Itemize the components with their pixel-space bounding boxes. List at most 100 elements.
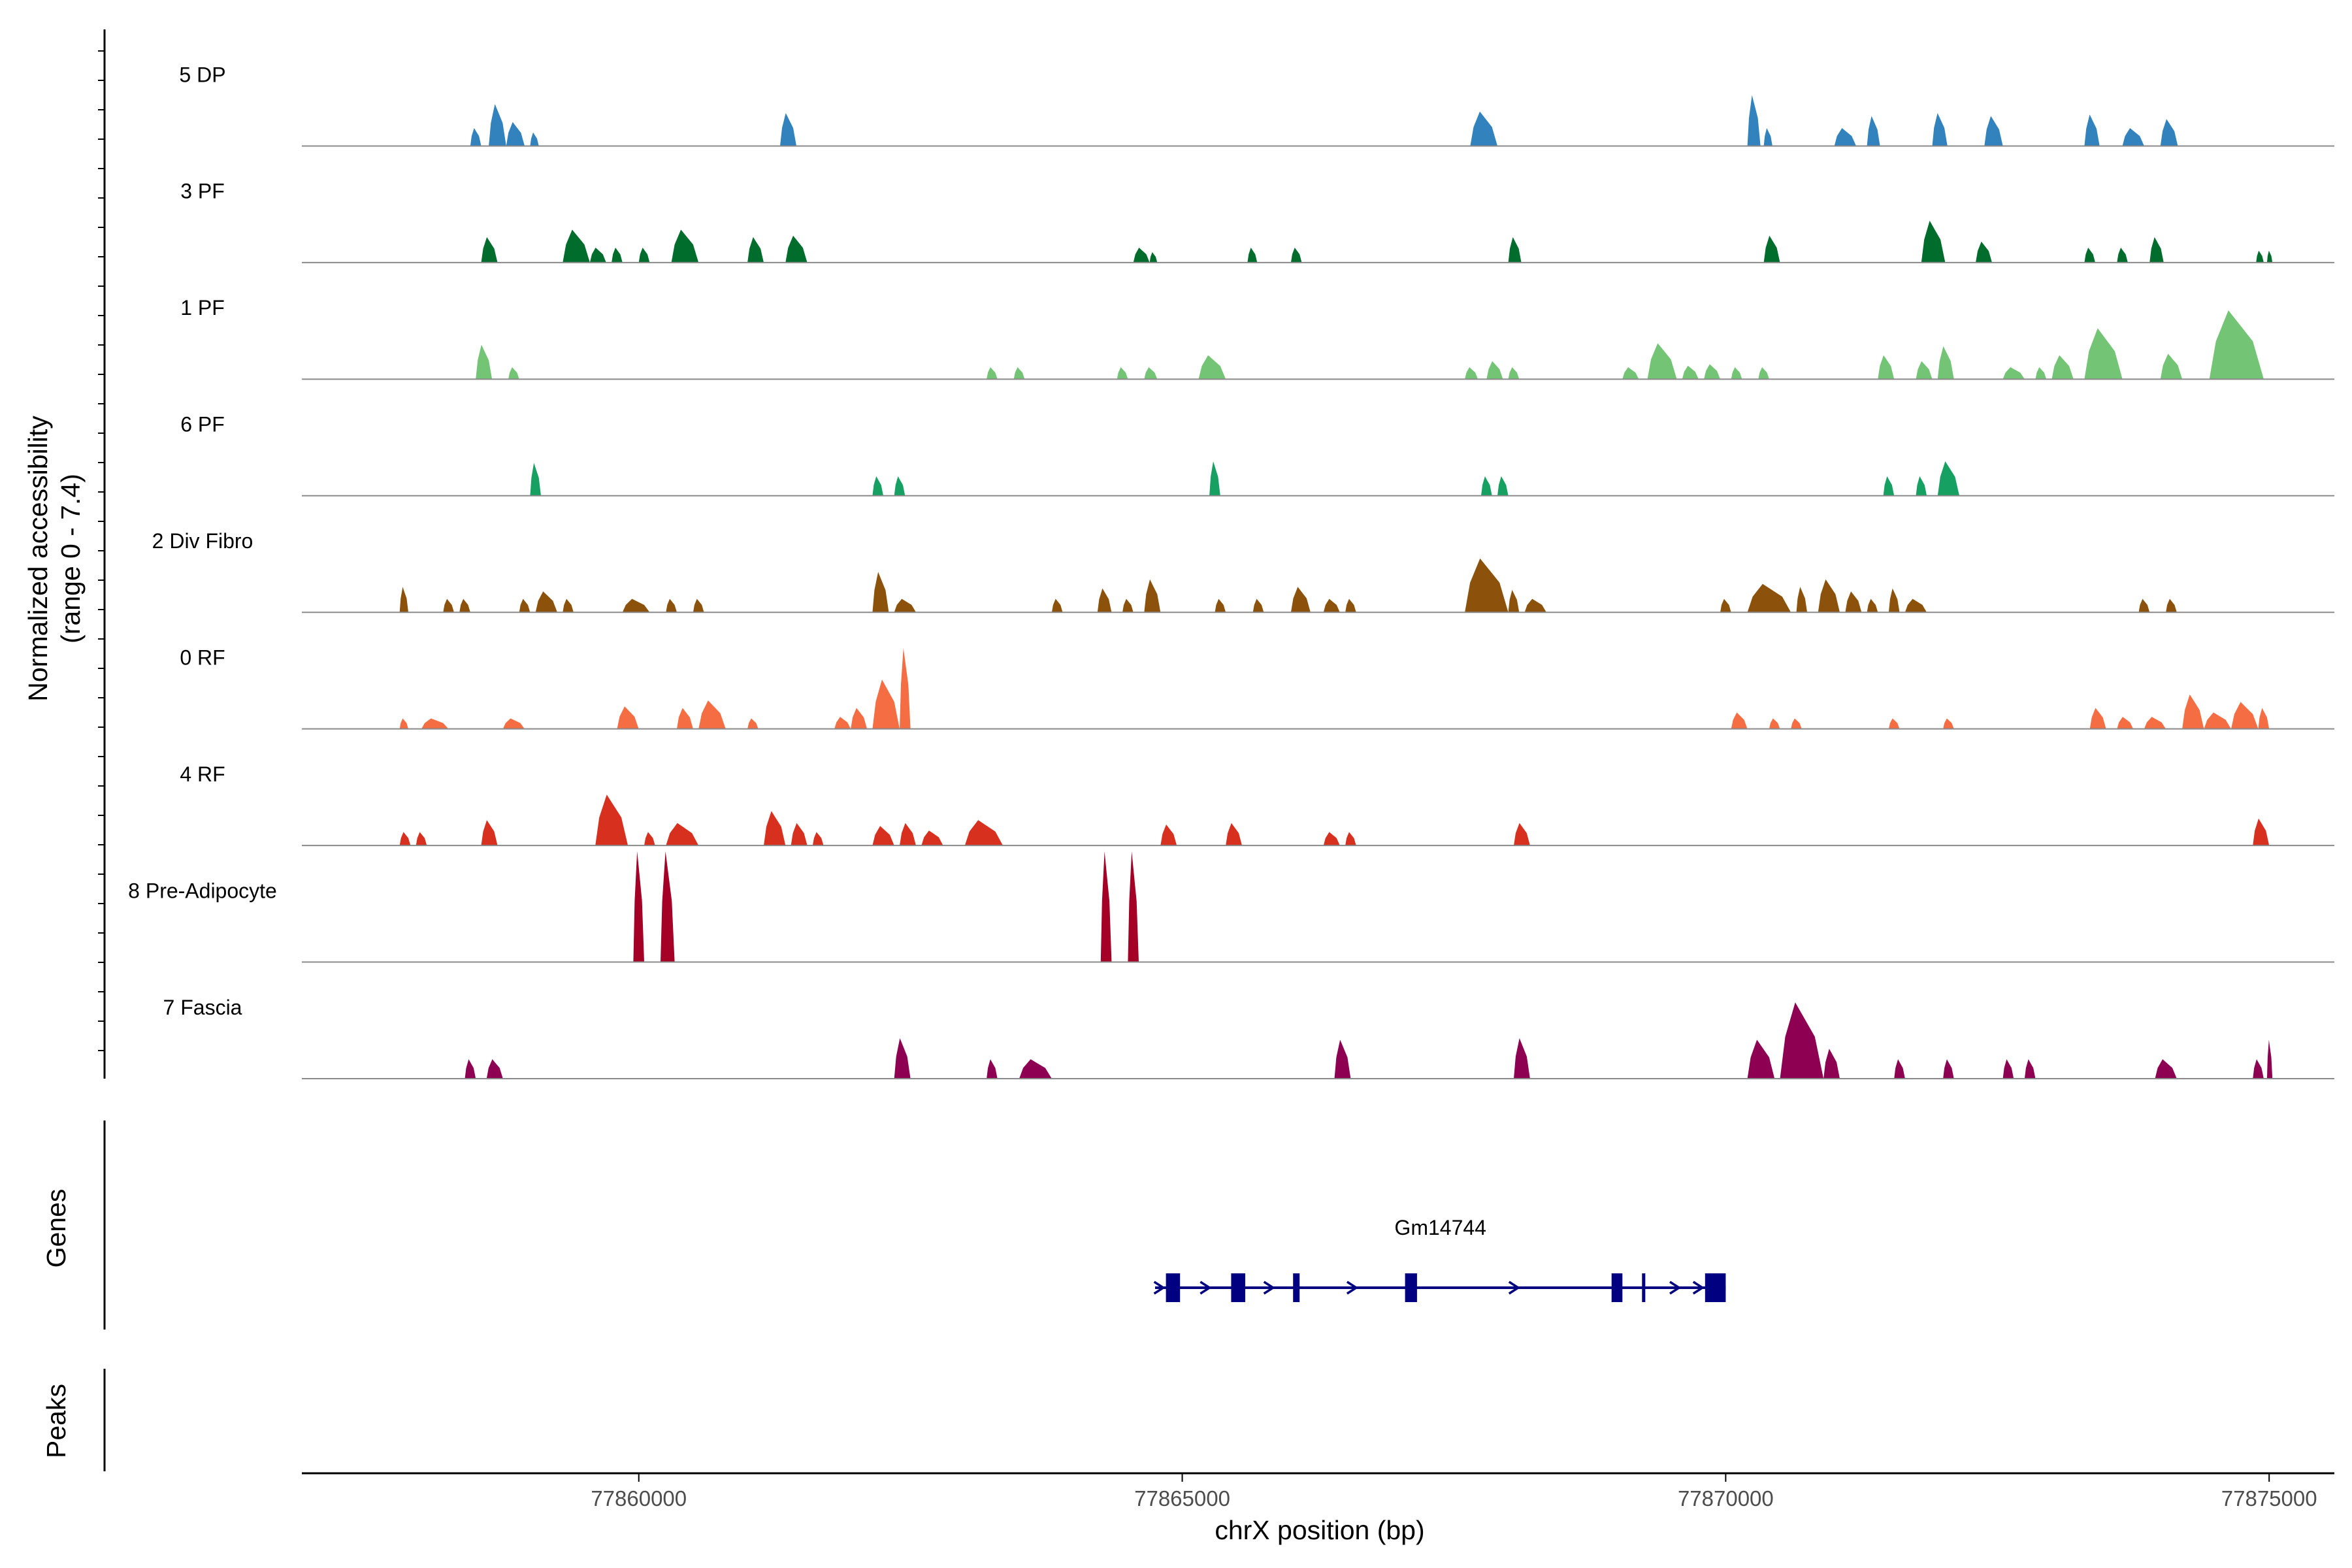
x-tick-label: 77865000 bbox=[1134, 1486, 1230, 1511]
coverage-peak bbox=[530, 463, 541, 496]
genes-track-label: Genes bbox=[41, 1189, 71, 1268]
coverage-peak bbox=[622, 598, 650, 613]
gene-exon bbox=[1293, 1273, 1300, 1302]
track-2-div-fibro: 2 Div Fibro bbox=[152, 529, 2334, 613]
coverage-peak bbox=[1514, 1038, 1530, 1079]
coverage-peak bbox=[666, 598, 677, 613]
coverage-peak bbox=[698, 700, 726, 729]
coverage-peak bbox=[2160, 353, 2183, 380]
coverage-peak bbox=[1481, 476, 1492, 496]
coverage-peak bbox=[1937, 461, 1959, 496]
coverage-peak bbox=[1747, 583, 1791, 613]
coverage-peak bbox=[2117, 717, 2134, 729]
coverage-peak bbox=[1290, 248, 1302, 263]
track-label: 5 DP bbox=[179, 63, 225, 86]
coverage-peak bbox=[2084, 328, 2123, 380]
coverage-peak bbox=[633, 851, 644, 962]
gene-exon bbox=[1405, 1273, 1417, 1302]
coverage-peak bbox=[1622, 367, 1639, 380]
coverage-peak bbox=[1122, 598, 1134, 613]
coverage-peak bbox=[964, 820, 1003, 846]
coverage-peak bbox=[747, 718, 759, 729]
coverage-peak bbox=[900, 648, 911, 729]
strand-arrow bbox=[1153, 1281, 1166, 1295]
coverage-peak bbox=[1508, 237, 1522, 263]
coverage-peak bbox=[894, 476, 906, 496]
coverage-peak bbox=[1916, 476, 1927, 496]
track-label: 1 PF bbox=[180, 296, 225, 319]
gene-exon bbox=[1705, 1273, 1726, 1302]
coverage-peak bbox=[1334, 1039, 1351, 1079]
coverage-peak bbox=[987, 1059, 998, 1079]
coverage-peak bbox=[872, 679, 900, 729]
coverage-peak bbox=[1290, 587, 1311, 613]
track-label: 8 Pre-Adipocyte bbox=[128, 879, 277, 902]
coverage-peak bbox=[1497, 476, 1509, 496]
strand-arrow bbox=[1692, 1281, 1705, 1295]
y-axis-range-label: (range 0 - 7.4) bbox=[56, 474, 86, 644]
coverage-peak bbox=[530, 132, 539, 146]
coverage-peak bbox=[1508, 589, 1520, 613]
strand-arrow bbox=[1346, 1281, 1359, 1295]
track-3-pf: 3 PF bbox=[180, 180, 2334, 263]
coverage-peak bbox=[1019, 1059, 1052, 1079]
x-tick-label: 77870000 bbox=[1678, 1486, 1774, 1511]
coverage-peak bbox=[563, 229, 590, 263]
gene-model: Gm14744 bbox=[1153, 1216, 1726, 1302]
coverage-peak bbox=[1791, 718, 1802, 729]
coverage-peak bbox=[1323, 598, 1340, 613]
coverage-peak bbox=[2166, 598, 2177, 613]
coverage-peak bbox=[2084, 114, 2100, 146]
coverage-peak bbox=[2149, 237, 2164, 263]
track-label: 2 Div Fibro bbox=[152, 529, 253, 553]
coverage-peak bbox=[812, 832, 824, 846]
coverage-peak bbox=[2035, 367, 2047, 380]
coverage-peak bbox=[1731, 712, 1748, 729]
coverage-peak bbox=[1904, 598, 1927, 613]
coverage-peak bbox=[693, 598, 704, 613]
coverage-peak bbox=[2002, 1059, 2014, 1079]
coverage-peak bbox=[486, 1059, 503, 1079]
peaks-track-label: Peaks bbox=[41, 1384, 71, 1458]
coverage-peak bbox=[1215, 598, 1226, 613]
coverage-peak bbox=[1834, 128, 1856, 146]
coverage-peak bbox=[519, 598, 531, 613]
coverage-peak bbox=[872, 572, 889, 613]
coverage-peak bbox=[2256, 250, 2264, 263]
coverage-peak bbox=[1883, 476, 1895, 496]
coverage-peak bbox=[399, 718, 408, 729]
coverage-peak bbox=[1133, 248, 1150, 263]
gene-exon bbox=[1166, 1273, 1181, 1302]
coverage-peak bbox=[416, 832, 427, 846]
coverage-peak bbox=[851, 708, 868, 729]
gene-exon bbox=[1611, 1273, 1623, 1302]
track-5-dp: 5 DP bbox=[179, 63, 2334, 147]
strand-arrow bbox=[1508, 1281, 1521, 1295]
gene-exon bbox=[1642, 1273, 1646, 1302]
coverage-peak bbox=[1758, 367, 1769, 380]
coverage-peak bbox=[900, 823, 916, 846]
coverage-peak bbox=[638, 248, 650, 263]
coverage-peak bbox=[1763, 128, 1772, 146]
coverage-peak bbox=[1943, 718, 1954, 729]
coverage-tracks: 5 DP 3 PF 1 PF 6 PF 2 Div Fibro 0 RF 4 RF 8 Pre… bbox=[128, 63, 2334, 1079]
track-label: 0 RF bbox=[180, 646, 225, 670]
coverage-peak bbox=[2266, 250, 2273, 263]
coverage-peak bbox=[2266, 1039, 2273, 1079]
coverage-peak bbox=[1345, 598, 1356, 613]
coverage-peak bbox=[1198, 355, 1226, 380]
coverage-peak bbox=[1720, 598, 1731, 613]
coverage-peak bbox=[1937, 346, 1954, 380]
coverage-peak bbox=[1100, 851, 1112, 962]
coverage-peak bbox=[1823, 1049, 1840, 1079]
coverage-peak bbox=[1514, 823, 1530, 846]
coverage-peak bbox=[506, 122, 525, 146]
coverage-peak bbox=[747, 237, 764, 263]
coverage-peak bbox=[2155, 1059, 2177, 1079]
coverage-peak bbox=[612, 248, 623, 263]
coverage-peak bbox=[1128, 851, 1139, 962]
coverage-peak bbox=[1763, 235, 1780, 263]
coverage-peak bbox=[1818, 579, 1840, 613]
coverage-peak bbox=[589, 248, 606, 263]
coverage-peak bbox=[2204, 712, 2231, 729]
